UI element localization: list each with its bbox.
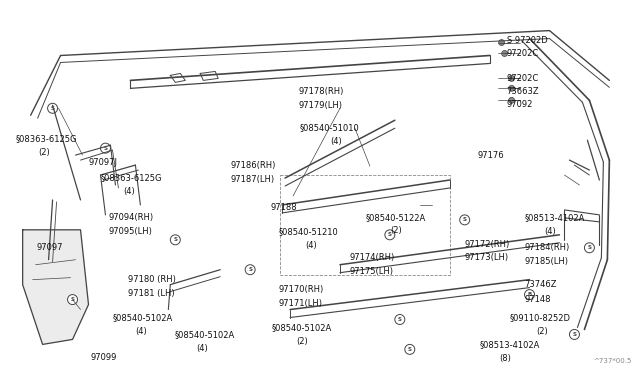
Text: (4): (4): [124, 187, 135, 196]
Text: S: S: [51, 106, 54, 111]
Text: 97092: 97092: [507, 100, 533, 109]
Text: 97095(LH): 97095(LH): [108, 227, 152, 236]
Text: 97171(LH): 97171(LH): [278, 299, 322, 308]
Text: 97173(LH): 97173(LH): [465, 253, 509, 262]
Text: 97175(LH): 97175(LH): [350, 267, 394, 276]
Text: §08540-5102A: §08540-5102A: [174, 330, 235, 339]
Text: 97172(RH): 97172(RH): [465, 240, 510, 249]
Text: 97186(RH): 97186(RH): [230, 161, 276, 170]
Text: 97094(RH): 97094(RH): [108, 214, 154, 222]
Text: S 97202D: S 97202D: [507, 36, 547, 45]
Text: §08513-4102A: §08513-4102A: [479, 340, 540, 349]
Text: 97097: 97097: [36, 243, 63, 252]
Text: S: S: [398, 317, 402, 322]
Circle shape: [68, 295, 77, 305]
Circle shape: [525, 290, 534, 299]
Text: 97202C: 97202C: [507, 74, 539, 83]
Text: B: B: [527, 292, 532, 297]
Text: S: S: [463, 217, 467, 222]
Text: §08540-5102A: §08540-5102A: [113, 313, 173, 322]
Text: (4): (4): [330, 137, 342, 146]
Text: 97176: 97176: [477, 151, 504, 160]
Text: 97178(RH): 97178(RH): [298, 87, 344, 96]
Text: §08363-6125G: §08363-6125G: [100, 173, 162, 183]
Text: (4): (4): [196, 344, 208, 353]
Text: (2): (2): [390, 226, 401, 235]
Text: 97097J: 97097J: [88, 158, 118, 167]
Text: 97184(RH): 97184(RH): [525, 243, 570, 252]
Text: (2): (2): [38, 148, 51, 157]
Text: S: S: [408, 347, 412, 352]
Text: S: S: [588, 245, 591, 250]
Text: (4): (4): [545, 227, 556, 236]
Text: S: S: [173, 237, 177, 242]
Text: 97185(LH): 97185(LH): [525, 257, 568, 266]
Text: §08513-4102A: §08513-4102A: [525, 214, 585, 222]
Text: 97179(LH): 97179(LH): [298, 101, 342, 110]
Circle shape: [499, 39, 504, 45]
Circle shape: [405, 344, 415, 355]
Text: (8): (8): [500, 354, 511, 363]
Text: §08540-51010: §08540-51010: [300, 123, 360, 132]
Text: S: S: [70, 297, 74, 302]
Text: 97148: 97148: [525, 295, 551, 304]
Text: §08540-51210: §08540-51210: [279, 227, 339, 236]
Text: 97187(LH): 97187(LH): [230, 174, 275, 183]
Circle shape: [245, 265, 255, 275]
Text: (4): (4): [305, 241, 317, 250]
Text: 97180 (RH): 97180 (RH): [129, 275, 176, 284]
Text: S: S: [104, 146, 108, 151]
Circle shape: [170, 235, 180, 245]
Circle shape: [385, 230, 395, 240]
Text: 97202C: 97202C: [507, 49, 539, 58]
Text: 97170(RH): 97170(RH): [278, 285, 323, 294]
Circle shape: [460, 215, 470, 225]
Text: ^737*00.5: ^737*00.5: [593, 358, 631, 364]
Circle shape: [502, 51, 508, 57]
Text: §09110-8252D: §09110-8252D: [509, 313, 571, 322]
Text: S: S: [572, 332, 577, 337]
Text: 97181 (LH): 97181 (LH): [129, 289, 175, 298]
Text: §08540-5122A: §08540-5122A: [366, 214, 426, 222]
Circle shape: [100, 143, 111, 153]
Text: 73663Z: 73663Z: [507, 87, 540, 96]
Circle shape: [584, 243, 595, 253]
Circle shape: [47, 103, 58, 113]
Text: §08363-6125G: §08363-6125G: [15, 134, 77, 143]
Text: S: S: [248, 267, 252, 272]
Text: S: S: [388, 232, 392, 237]
Circle shape: [509, 86, 515, 92]
Text: §08540-5102A: §08540-5102A: [272, 323, 332, 332]
Text: 97188: 97188: [270, 203, 297, 212]
Text: 97174(RH): 97174(RH): [350, 253, 395, 262]
Text: (2): (2): [296, 337, 308, 346]
Text: 97099: 97099: [90, 353, 117, 362]
Text: (2): (2): [536, 327, 548, 336]
Circle shape: [509, 76, 515, 81]
Circle shape: [509, 97, 515, 103]
Text: 73746Z: 73746Z: [525, 280, 557, 289]
Circle shape: [570, 330, 579, 339]
Circle shape: [395, 314, 405, 324]
Polygon shape: [22, 230, 88, 344]
Bar: [280, 175, 450, 275]
Text: (4): (4): [136, 327, 147, 336]
